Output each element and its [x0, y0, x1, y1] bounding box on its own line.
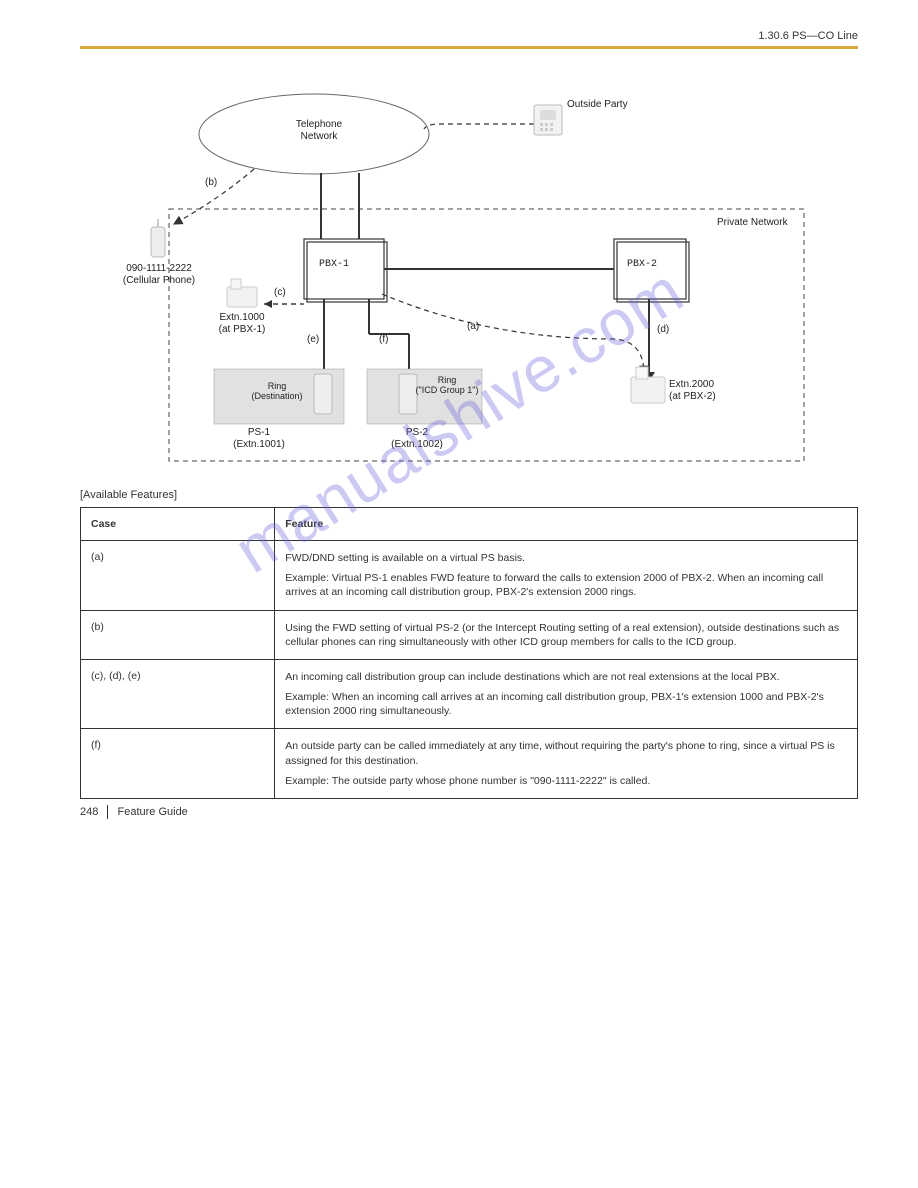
label-private: Private Network	[717, 217, 817, 229]
label-ps2: PS-2(Extn.1002)	[377, 427, 457, 450]
arrow-b: (b)	[205, 177, 217, 189]
section-rule	[80, 46, 858, 49]
network-diagram: TelephoneNetwork Outside Party Private N…	[109, 69, 829, 469]
ring-src: Ring("ICD Group 1")	[414, 375, 480, 396]
label-pbx1: PBX-1	[319, 259, 349, 271]
label-pbx2: PBX-2	[627, 259, 657, 271]
cell-feature: An incoming call distribution group can …	[275, 659, 858, 729]
cell-case: (c), (d), (e)	[81, 659, 275, 729]
cell-feature: An outside party can be called immediate…	[275, 729, 858, 799]
cell-case: (f)	[81, 729, 275, 799]
label-ps1: PS-1(Extn.1001)	[219, 427, 299, 450]
cell-feature: FWD/DND setting is available on a virtua…	[275, 541, 858, 611]
label-cell: 090-1111-2222(Cellular Phone)	[109, 263, 209, 286]
col-case: Case	[81, 508, 275, 541]
arrow-f: (f)	[379, 334, 388, 346]
cell-feature: Using the FWD setting of virtual PS-2 (o…	[275, 610, 858, 659]
arrow-d: (d)	[657, 324, 669, 336]
table-title: [Available Features]	[80, 489, 858, 501]
arrow-c: (c)	[274, 287, 286, 299]
cell-case: (b)	[81, 610, 275, 659]
label-cloud: TelephoneNetwork	[274, 119, 364, 142]
arrow-a: (a)	[467, 321, 479, 333]
ring-dest: Ring (Destination)	[244, 381, 310, 402]
label-extn2: Extn.2000(at PBX-2)	[669, 379, 739, 402]
page-number: 248	[80, 806, 98, 818]
table-row: (a) FWD/DND setting is available on a vi…	[81, 541, 858, 611]
col-feature: Feature	[275, 508, 858, 541]
arrow-e: (e)	[307, 334, 319, 346]
page-footer: 248 Feature Guide	[80, 805, 188, 819]
doc-title: Feature Guide	[117, 806, 187, 818]
label-extn1: Extn.1000(at PBX-1)	[207, 312, 277, 335]
table-row: (f) An outside party can be called immed…	[81, 729, 858, 799]
table-row: (b) Using the FWD setting of virtual PS-…	[81, 610, 858, 659]
features-table: Case Feature (a) FWD/DND setting is avai…	[80, 507, 858, 799]
cell-case: (a)	[81, 541, 275, 611]
section-title: 1.30.6 PS—CO Line	[80, 30, 858, 42]
table-row: (c), (d), (e) An incoming call distribut…	[81, 659, 858, 729]
label-outside: Outside Party	[567, 99, 657, 111]
